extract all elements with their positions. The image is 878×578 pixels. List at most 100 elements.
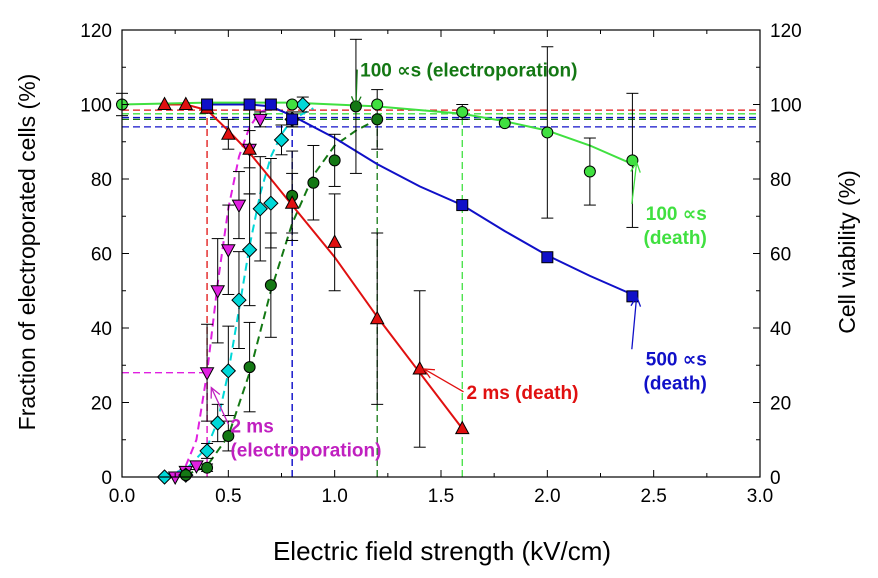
data-point: [222, 430, 235, 443]
data-point: [210, 285, 226, 299]
data-point: [243, 98, 256, 111]
data-point: [371, 98, 384, 111]
data-point: [284, 195, 300, 209]
annotations: 100 ∝s (electroporation)100 ∝s (death)500…: [210, 61, 707, 461]
data-point: [220, 363, 237, 379]
data-point: [209, 415, 226, 431]
data-point: [231, 292, 247, 308]
annotation-line: 500 ∝s: [646, 349, 707, 370]
data-point: [286, 113, 299, 126]
y-tick-label-right: 100: [770, 96, 802, 117]
y-tick-label-right: 80: [770, 170, 791, 191]
y-axis-label-right: Cell viability (%): [834, 170, 860, 334]
data-point: [264, 279, 277, 292]
data-point: [328, 154, 341, 167]
annotation-arrowhead: [630, 160, 641, 173]
data-point: [327, 234, 343, 248]
annotation-arrowhead: [350, 96, 362, 108]
y-tick-label-right: 120: [770, 21, 802, 42]
data-point: [252, 113, 268, 128]
data-point: [369, 310, 385, 325]
y-tick-label-left: 40: [91, 319, 112, 340]
data-point: [220, 244, 236, 258]
data-point: [231, 199, 247, 214]
y-tick-label-left: 120: [80, 21, 112, 42]
y-axis-label-left: Fraction of electroporated cells (%): [14, 74, 40, 431]
series-2-fit-line: [164, 107, 314, 477]
data-point: [371, 113, 384, 126]
data-point: [541, 251, 554, 264]
data-point: [626, 154, 639, 167]
annotation-label: 2 ms (electroporation): [230, 416, 381, 461]
data-point: [264, 98, 277, 111]
annotation-arrowhead: [210, 386, 221, 399]
data-point: [456, 199, 469, 212]
annotation-label: 2 ms (death): [467, 383, 579, 404]
data-point: [157, 96, 172, 110]
data-point: [179, 469, 192, 482]
y-tick-label-right: 60: [770, 245, 791, 266]
y-tick-label-left: 20: [91, 394, 112, 415]
annotation-label: 100 ∝s (death): [644, 204, 707, 249]
annotation-line: (electroporation): [230, 440, 381, 461]
y-tick-label-left: 80: [91, 170, 112, 191]
annotation-arrow: [355, 69, 358, 107]
data-point: [242, 141, 257, 155]
data-point: [199, 443, 215, 459]
y-tick-label-left: 60: [91, 245, 112, 266]
data-point: [199, 367, 215, 381]
annotation-label: 100 ∝s (electroporation): [360, 61, 577, 82]
data-point: [626, 290, 639, 303]
x-tick-label: 2.0: [534, 486, 560, 507]
annotation-line: 2 ms: [230, 416, 273, 437]
x-tick-label: 1.5: [428, 486, 454, 507]
data-point: [263, 195, 279, 211]
data-points: [116, 96, 639, 486]
data-point: [286, 98, 299, 111]
data-point: [189, 460, 204, 474]
annotation-line: (death): [644, 373, 707, 394]
data-point: [583, 165, 596, 178]
annotation-arrowhead: [422, 368, 436, 379]
y-tick-label-right: 20: [770, 394, 791, 415]
annotation-line: 100 ∝s: [646, 204, 707, 225]
x-tick-label: 1.0: [321, 486, 347, 507]
annotation-arrow: [631, 162, 638, 205]
data-point: [178, 96, 194, 110]
data-point: [201, 98, 214, 111]
data-point: [273, 132, 290, 148]
annotation-line: 2 ms (death): [467, 383, 579, 404]
data-point: [252, 201, 268, 217]
data-point: [498, 117, 511, 130]
annotation-label: 500 ∝s (death): [644, 349, 707, 394]
y-tick-label-right: 0: [770, 468, 781, 489]
data-point: [220, 126, 236, 140]
annotation-arrow: [210, 387, 230, 425]
data-point: [541, 126, 554, 139]
data-point: [456, 105, 469, 118]
x-tick-label: 2.5: [640, 486, 666, 507]
series-3-fit-line: [185, 118, 378, 477]
y-tick-label-right: 40: [770, 319, 791, 340]
y-tick-label-left: 0: [101, 468, 112, 489]
x-axis-label: Electric field strength (kV/cm): [273, 536, 611, 566]
annotation-arrowhead: [630, 294, 642, 307]
annotation-arrow: [423, 368, 464, 393]
data-point: [307, 176, 320, 189]
annotation-line: 100 ∝s (electroporation): [360, 61, 577, 82]
annotation-line: (death): [644, 228, 707, 249]
data-point: [201, 461, 214, 474]
data-point: [454, 420, 470, 435]
data-point: [243, 361, 256, 374]
y-tick-label-left: 100: [80, 96, 112, 117]
annotation-arrow: [631, 296, 638, 350]
data-point: [241, 242, 258, 258]
data-point: [295, 96, 311, 113]
data-point: [412, 360, 428, 375]
x-tick-label: 3.0: [747, 486, 773, 507]
x-tick-label: 0.5: [215, 486, 241, 507]
x-tick-label: 0.0: [109, 486, 135, 507]
